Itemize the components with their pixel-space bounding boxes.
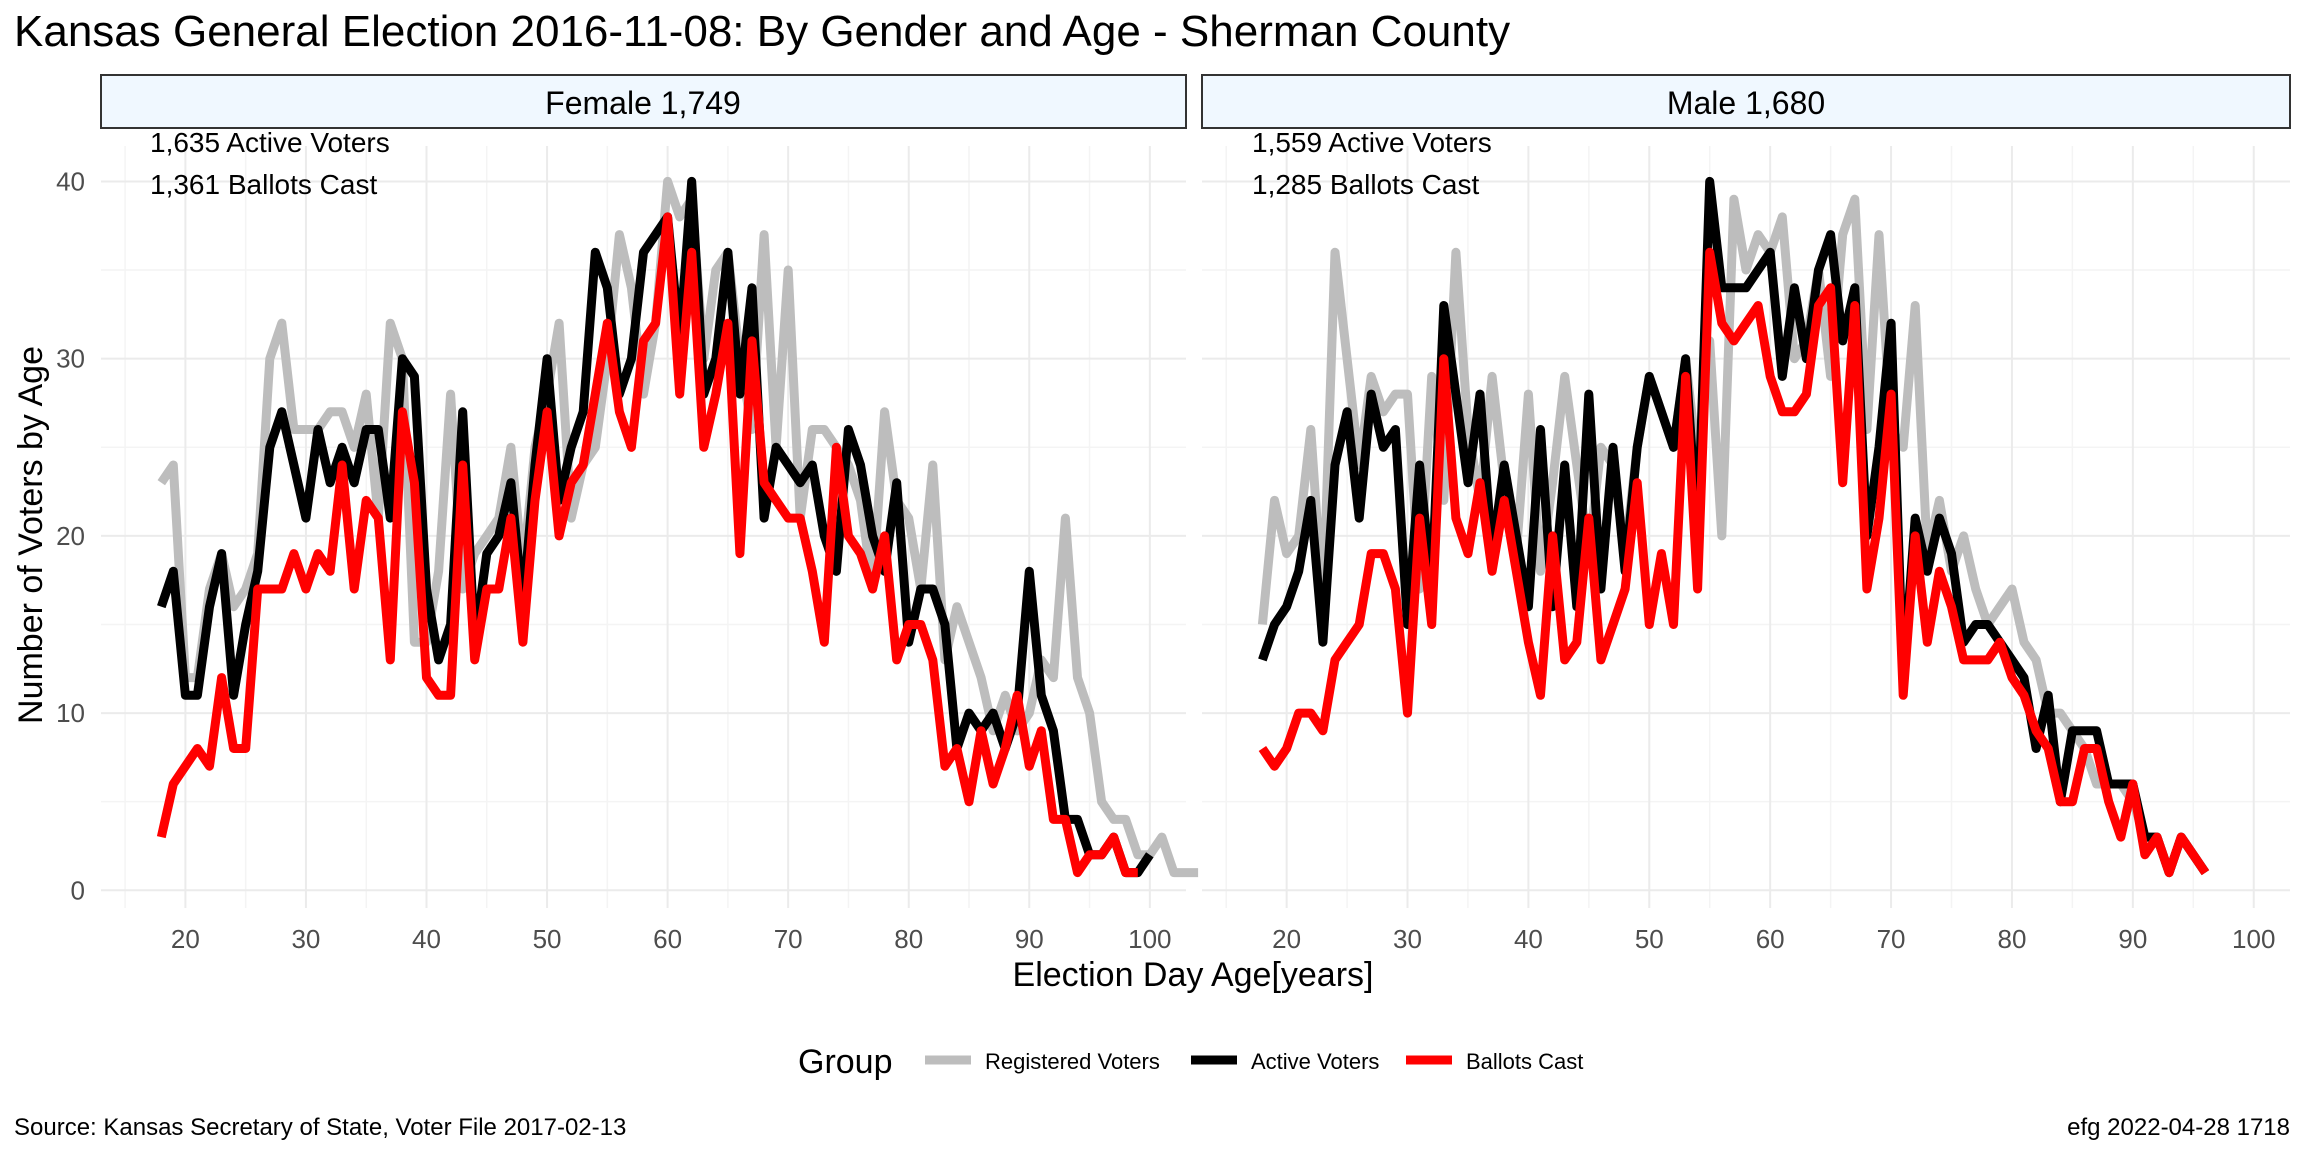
x-tick-label: 80: [1997, 924, 2026, 954]
series-female: [156, 176, 1199, 878]
series-male: [1257, 176, 2210, 878]
x-tick-label: 50: [1635, 924, 1664, 954]
strip-male: [1201, 74, 2291, 129]
legend: Group Registered Voters Active Voters Ball…: [798, 1043, 1583, 1081]
strip-female: [100, 74, 1187, 129]
strip-label-female: Female 1,749: [545, 85, 741, 121]
y-tick-label: 30: [56, 344, 85, 374]
series-line-ballots-cast: [1258, 247, 2210, 878]
y-axis-label: Number of Voters by Age: [12, 346, 50, 724]
series-line-active-voters: [157, 176, 1154, 878]
legend-label-ballots-cast: Ballots Cast: [1466, 1049, 1583, 1074]
series-line-active-voters: [1258, 176, 2210, 878]
x-tick-label: 40: [412, 924, 441, 954]
strip-label-male: Male 1,680: [1667, 85, 1825, 121]
x-tick-label: 90: [1015, 924, 1044, 954]
y-tick-label: 20: [56, 521, 85, 551]
credit-caption: efg 2022-04-28 1718: [2067, 1114, 2290, 1141]
source-caption: Source: Kansas Secretary of State, Voter…: [14, 1114, 626, 1141]
annotation-active-male: 1,559 Active Voters: [1252, 127, 1492, 158]
x-tick-label: 70: [774, 924, 803, 954]
y-tick-label: 10: [56, 698, 85, 728]
y-ticks-female: 0 10 20 30 40: [56, 166, 85, 905]
x-tick-label: 60: [1756, 924, 1785, 954]
x-tick-label: 80: [894, 924, 923, 954]
x-tick-label: 90: [2118, 924, 2147, 954]
annotation-ballots-male: 1,285 Ballots Cast: [1252, 169, 1479, 200]
x-tick-label: 100: [2232, 924, 2275, 954]
x-tick-label: 50: [533, 924, 562, 954]
chart-title: Kansas General Election 2016-11-08: By G…: [14, 7, 1510, 56]
x-tick-label: 60: [653, 924, 682, 954]
panel-male: Male 1,680 1,559 Active Voters 1,285 Bal…: [1201, 74, 2291, 954]
x-tick-label: 20: [171, 924, 200, 954]
annotation-active-female: 1,635 Active Voters: [150, 127, 390, 158]
x-tick-label: 40: [1514, 924, 1543, 954]
x-tick-label: 30: [1393, 924, 1422, 954]
x-ticks-male: 20 30 40 50 60 70 80 90 100: [1272, 924, 2275, 954]
x-ticks-female: 20 30 40 50 60 70 80 90 100: [171, 924, 1172, 954]
x-tick-label: 70: [1877, 924, 1906, 954]
series-line-ballots-cast: [156, 212, 1138, 878]
x-tick-label: 20: [1272, 924, 1301, 954]
annotation-ballots-female: 1,361 Ballots Cast: [150, 169, 377, 200]
y-tick-label: 40: [56, 166, 85, 196]
legend-label-active-voters: Active Voters: [1251, 1049, 1379, 1074]
x-tick-label: 30: [291, 924, 320, 954]
y-tick-label: 0: [71, 875, 85, 905]
x-tick-label: 100: [1128, 924, 1171, 954]
legend-title: Group: [798, 1043, 893, 1081]
legend-label-registered-voters: Registered Voters: [985, 1049, 1160, 1074]
legend-items: Registered Voters Active Voters Ballots Ca…: [925, 1049, 1583, 1074]
x-axis-label: Election Day Age[years]: [1013, 956, 1374, 994]
panel-female: Female 1,749 1,635 Active Voters 1,361 B…: [56, 74, 1199, 954]
